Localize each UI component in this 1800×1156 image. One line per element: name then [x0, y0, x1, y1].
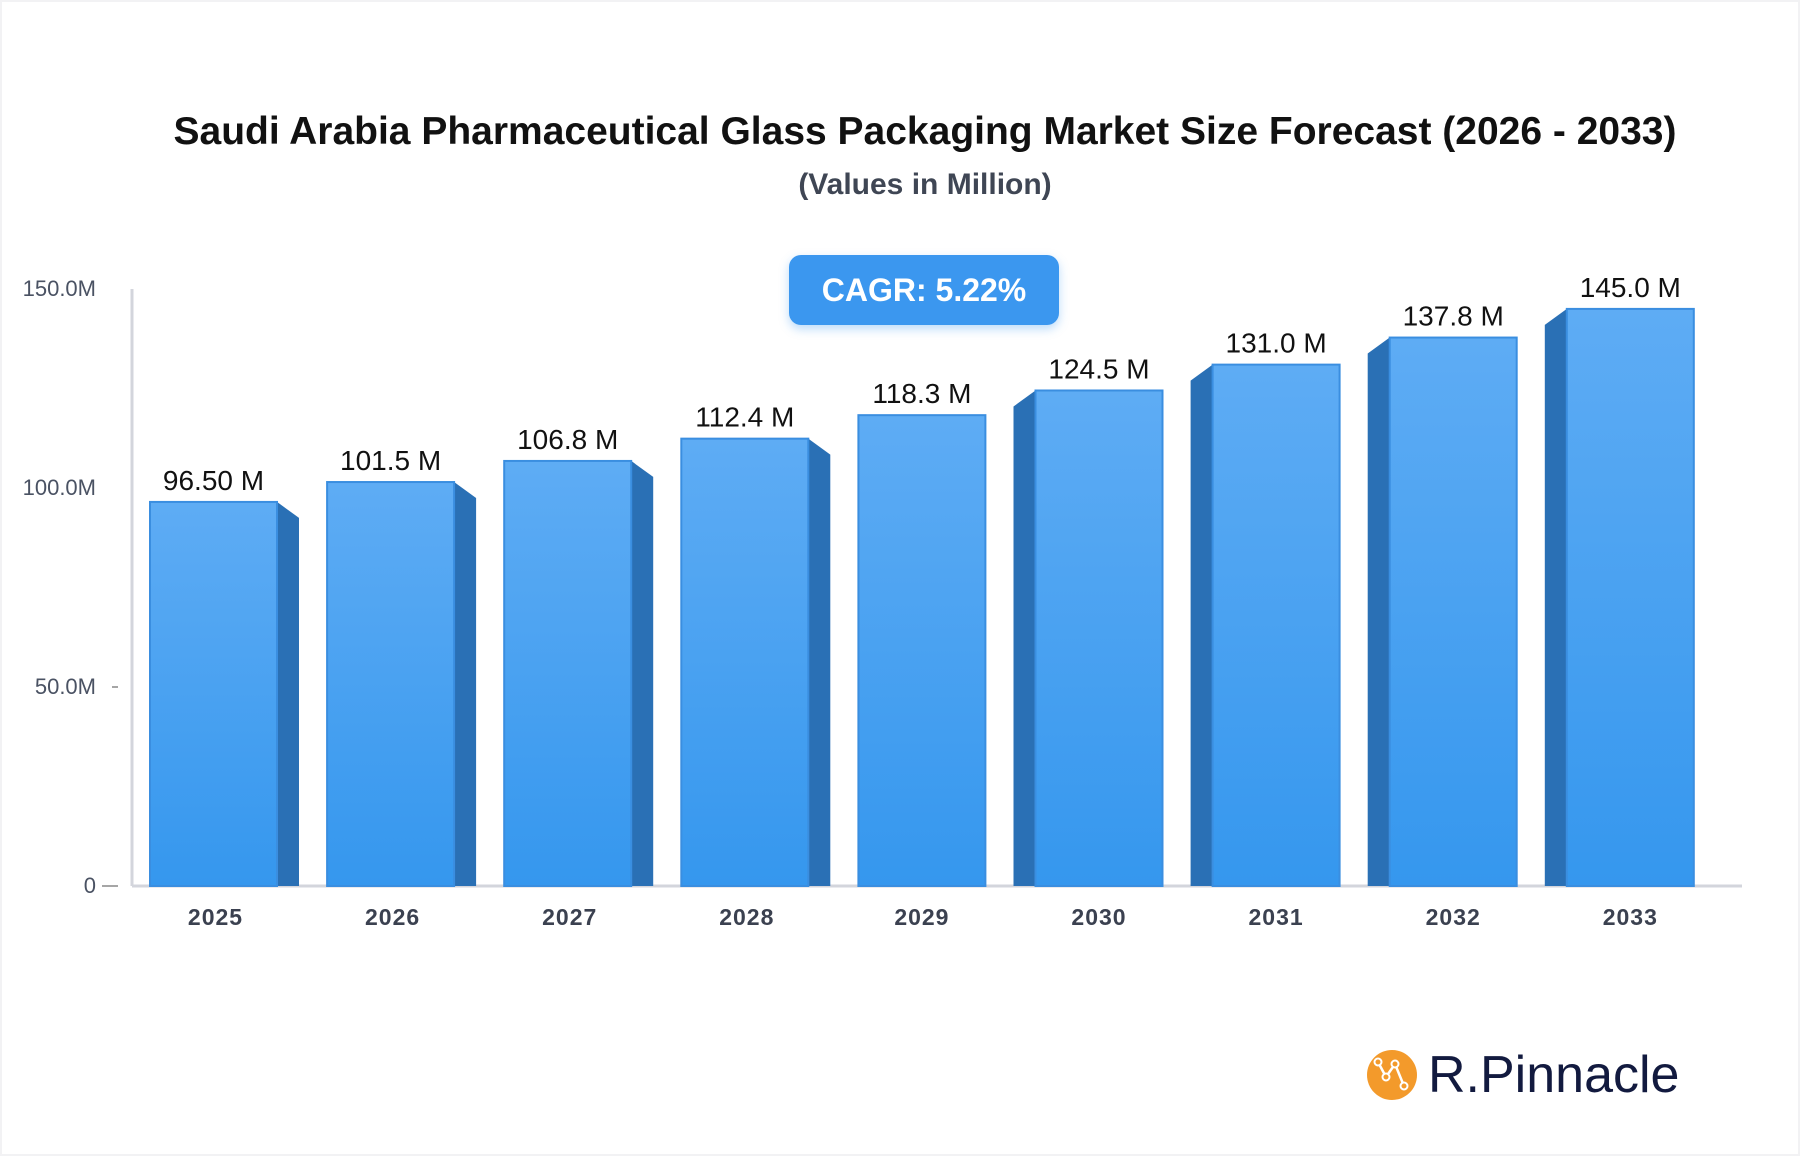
data-label: 137.8 M	[1403, 301, 1504, 332]
bar-side	[808, 438, 831, 886]
x-tick-label: 2032	[1426, 904, 1481, 930]
bar	[680, 437, 810, 887]
data-label: 106.8 M	[517, 424, 618, 455]
bar	[149, 500, 278, 887]
y-tick-label: 100.0M	[23, 475, 96, 500]
data-label: 96.50 M	[163, 465, 264, 496]
data-label: 118.3 M	[872, 378, 971, 409]
bar-side	[277, 501, 299, 886]
x-tick-label: 2028	[719, 904, 774, 930]
x-tick-label: 2029	[894, 904, 949, 930]
x-tick-label: 2026	[365, 904, 420, 930]
bar	[857, 414, 987, 887]
logo-text: R.Pinnacle	[1428, 1046, 1680, 1104]
data-label: 131.0 M	[1226, 328, 1327, 359]
data-label: 145.0 M	[1580, 272, 1681, 303]
bar-side	[1013, 390, 1036, 886]
x-tick-label: 2025	[188, 904, 243, 930]
bar-side	[631, 460, 654, 886]
x-tick-label: 2033	[1603, 904, 1658, 930]
bar-side	[1190, 364, 1213, 886]
bar	[1565, 307, 1695, 887]
y-tick-label: 50.0M	[35, 674, 96, 699]
chart-subtitle: (Values in Million)	[798, 168, 1052, 201]
bar	[326, 481, 456, 887]
bar-side	[1367, 337, 1390, 886]
bar	[1034, 389, 1164, 887]
x-tick-label: 2027	[542, 904, 597, 930]
cagr-badge: CAGR: 5.22%	[789, 255, 1059, 325]
x-tick-label: 2031	[1249, 904, 1304, 930]
logo: R.Pinnacle	[1366, 1045, 1679, 1105]
data-label: 112.4 M	[695, 402, 794, 433]
logo-icon	[1367, 1050, 1417, 1100]
bar-side	[454, 482, 477, 886]
bar	[503, 459, 633, 887]
data-label: 124.5 M	[1048, 353, 1149, 384]
bar	[1388, 336, 1518, 887]
bar-side	[1544, 308, 1567, 886]
chart-title: Saudi Arabia Pharmaceutical Glass Packag…	[173, 110, 1677, 153]
y-tick-label: 150.0M	[23, 276, 96, 301]
y-tick-label: 0	[84, 873, 96, 898]
data-label: 101.5 M	[340, 445, 441, 476]
x-tick-label: 2030	[1071, 904, 1126, 930]
bar	[1211, 363, 1341, 887]
